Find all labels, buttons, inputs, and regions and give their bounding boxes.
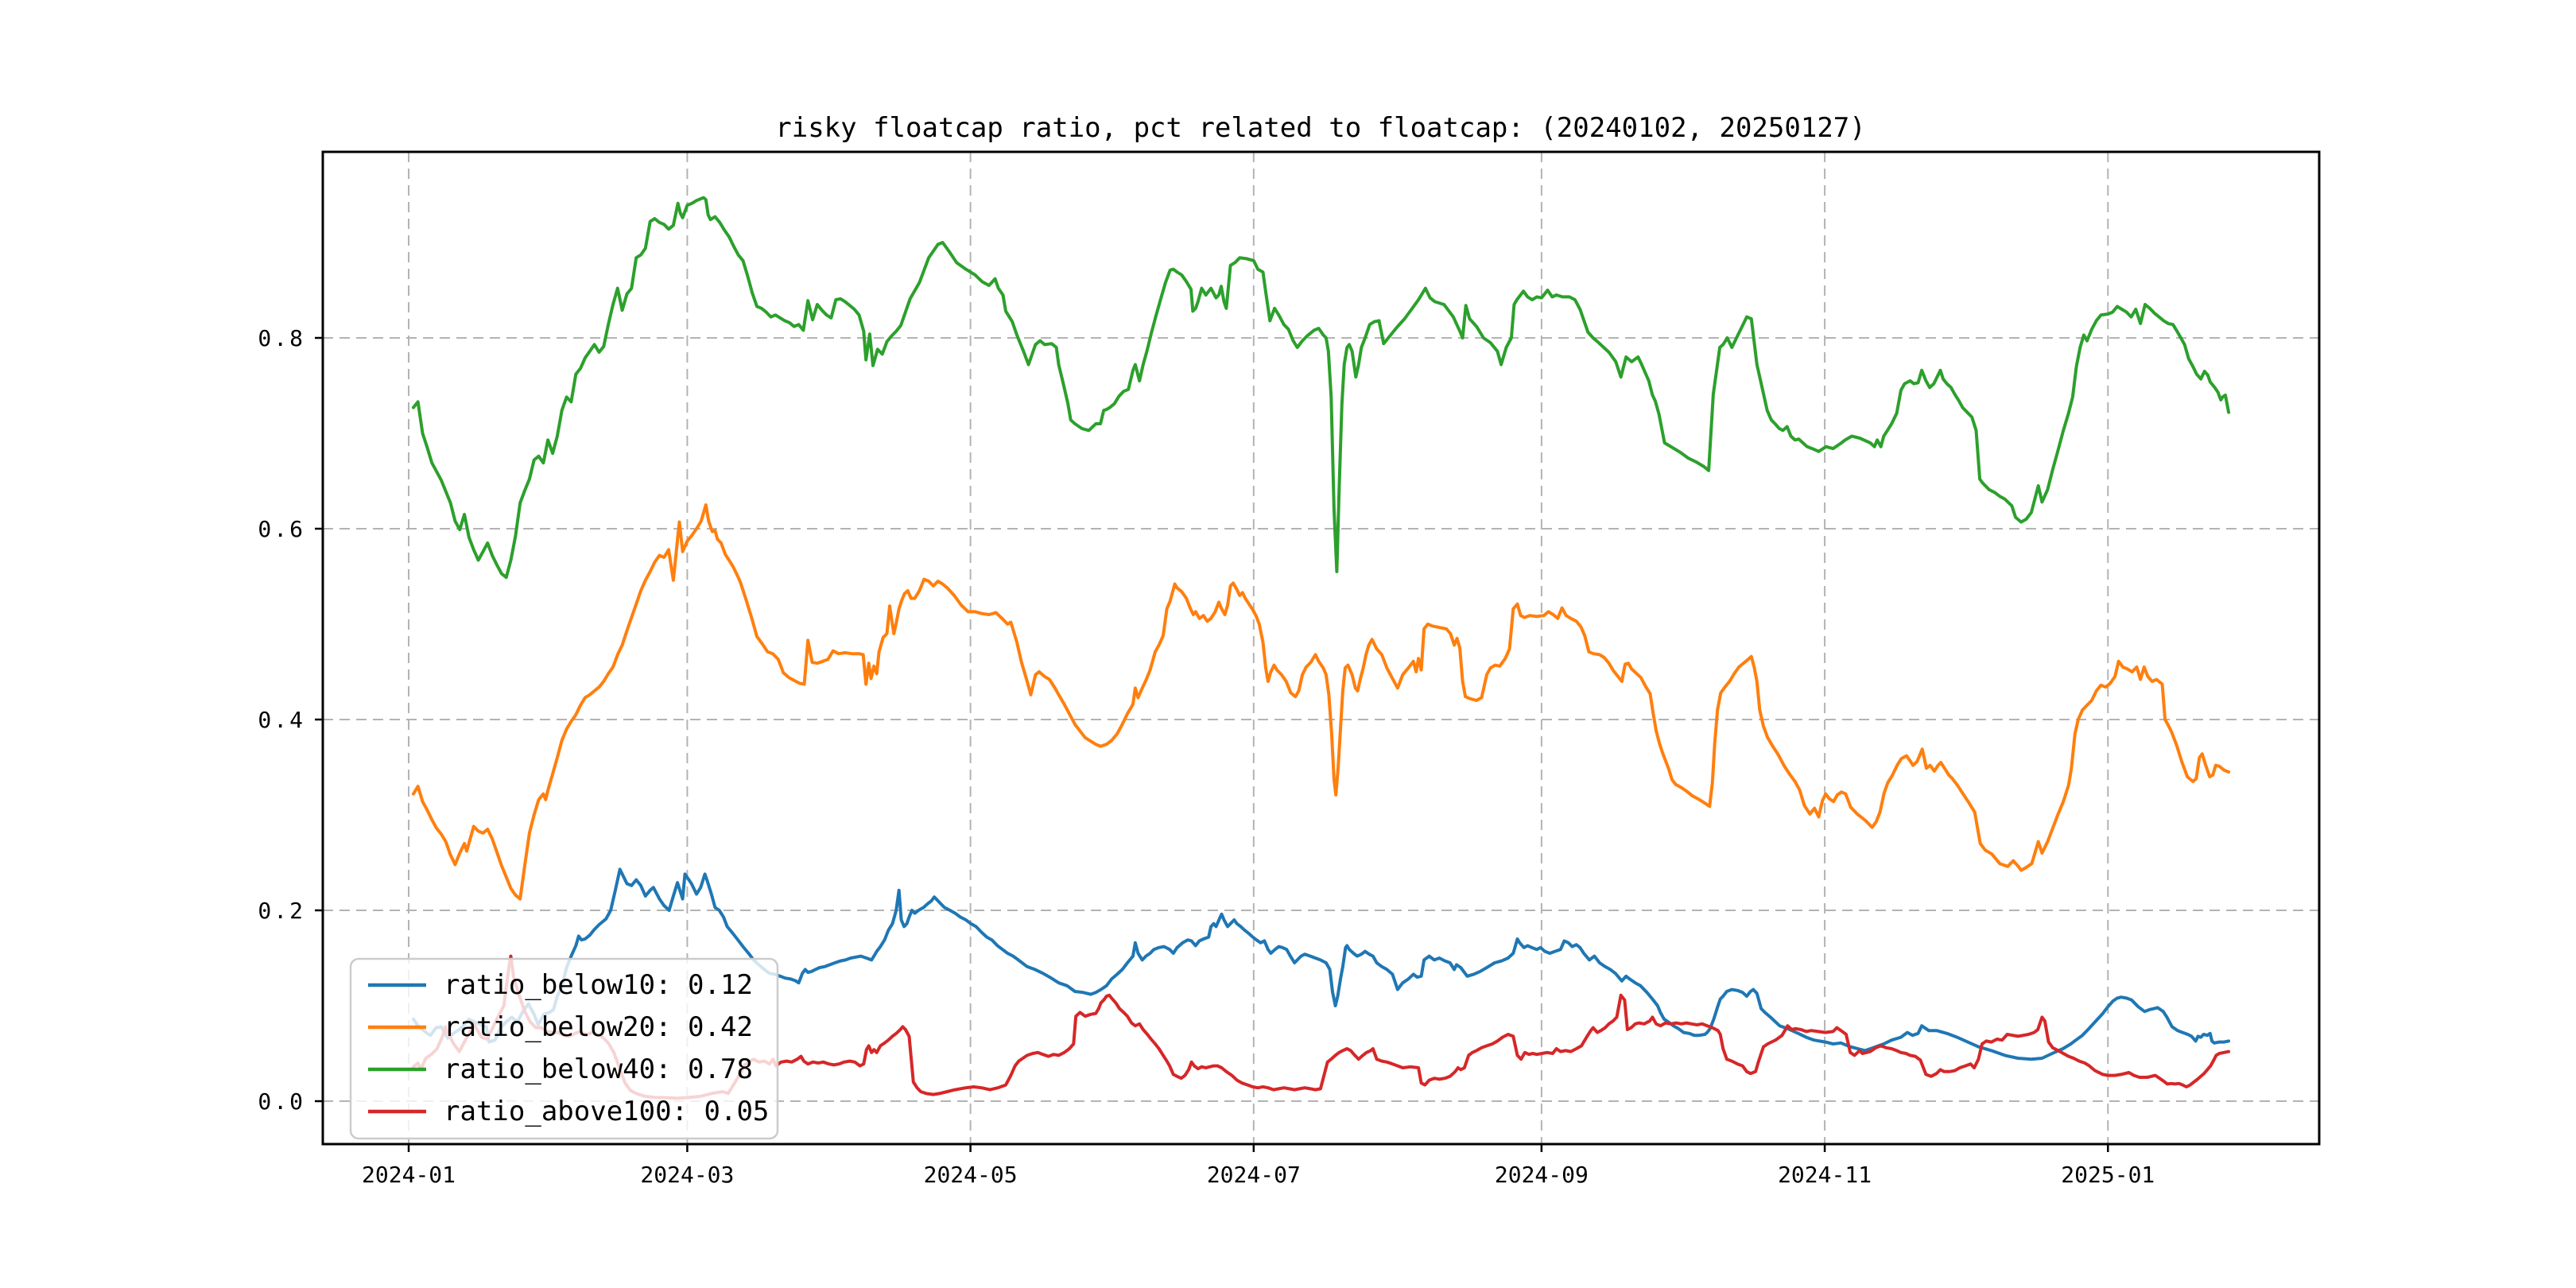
y-tick-label: 0.0 — [258, 1088, 305, 1115]
legend-item-ratio_below20: ratio_below20: 0.42 — [368, 1011, 753, 1043]
y-tick-label: 0.4 — [258, 707, 305, 733]
x-tick-label: 2024-07 — [1207, 1162, 1301, 1188]
legend-item-ratio_below40: ratio_below40: 0.78 — [368, 1053, 753, 1085]
x-tick-label: 2025-01 — [2061, 1162, 2155, 1188]
x-tick-label: 2024-05 — [924, 1162, 1018, 1188]
x-tick-label: 2024-03 — [640, 1162, 734, 1188]
legend-label-ratio_below10: ratio_below10: 0.12 — [444, 969, 753, 1001]
legend-label-ratio_below40: ratio_below40: 0.78 — [444, 1053, 753, 1085]
legend-item-ratio_above100: ratio_above100: 0.05 — [368, 1096, 769, 1127]
series-line-ratio_below40 — [411, 196, 2231, 580]
legend-label-ratio_above100: ratio_above100: 0.05 — [444, 1096, 769, 1127]
series-line-ratio_below10 — [411, 867, 2231, 1061]
x-tick-label: 2024-01 — [362, 1162, 456, 1188]
y-tick-label: 0.8 — [258, 325, 305, 351]
legend-item-ratio_below10: ratio_below10: 0.12 — [368, 969, 753, 1001]
y-tick-label: 0.6 — [258, 516, 305, 542]
legend-box — [349, 957, 779, 1140]
axis-ticks: 2024-01 2024-03 2024-05 2024-07 2024-09 2024-… — [258, 325, 2155, 1188]
plot-border — [321, 150, 2321, 1146]
x-tick-label: 2024-09 — [1495, 1162, 1589, 1188]
legend: ratio_below10: 0.12 ratio_below20: 0.42 ra… — [349, 957, 779, 1140]
y-tick-label: 0.2 — [258, 898, 305, 924]
series-line-ratio_below20 — [411, 503, 2231, 901]
x-tick-label: 2024-11 — [1778, 1162, 1872, 1188]
chart-title: risky floatcap ratio, pct related to flo… — [775, 112, 1865, 144]
legend-label-ratio_below20: ratio_below20: 0.42 — [444, 1011, 753, 1043]
